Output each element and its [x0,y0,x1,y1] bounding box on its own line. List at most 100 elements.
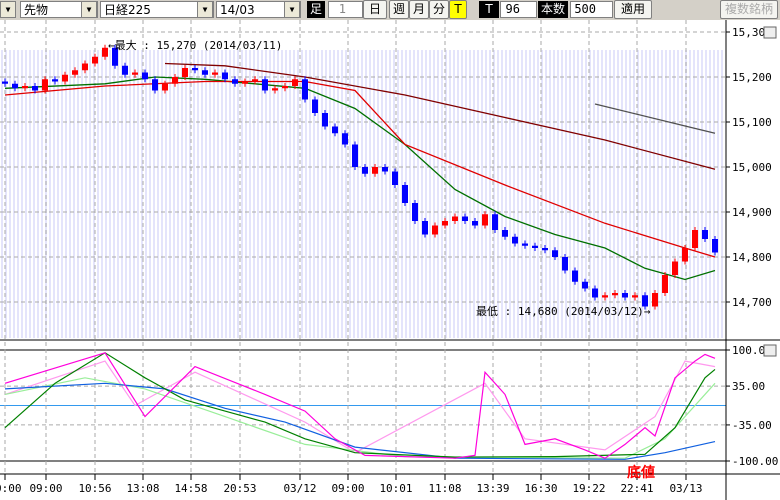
bar-label: 足 [307,1,325,18]
osc-tick-label: -35.00 [732,419,772,432]
candle [522,243,528,246]
time-tick-label: 20:53 [223,482,256,495]
dropdown-arrow-icon[interactable]: ▼ [0,1,16,18]
candle [712,239,718,253]
candle [302,79,308,100]
osc-pane-menu-button[interactable] [763,344,777,357]
osc-tick-label: 35.00 [732,380,765,393]
candle [702,230,708,239]
candle [82,63,88,71]
candle [622,293,628,298]
market-select[interactable]: 先物 [20,1,98,18]
time-tick-label: 11:08 [428,482,461,495]
candle [492,214,498,230]
moving-average-line [164,62,716,170]
candle [642,295,648,307]
price-tick-label: 14,700 [732,296,772,309]
bottom-annotation: 底値 [627,464,655,481]
multi-symbol-button[interactable]: 複数銘柄 [720,0,778,19]
time-tick-label: 22:41 [620,482,653,495]
bar-count-spinner[interactable]: 1 [328,1,363,18]
background-top [0,20,726,50]
candle [52,79,58,82]
candle [452,216,458,221]
candle [482,214,488,226]
candle [462,216,468,221]
candle [162,83,168,91]
candle [422,221,428,235]
candle [612,293,618,296]
candle [332,126,338,134]
contract-select[interactable]: 14/03 [216,1,301,18]
minute-button[interactable]: 分 [429,0,449,19]
time-tick-label: 10:56 [78,482,111,495]
tick-button[interactable]: T [449,0,467,19]
time-tick-label: 09:00 [331,482,364,495]
count-spinner[interactable]: 500 [570,1,613,18]
osc-tick-label: -100.00 [732,455,778,468]
candle [562,257,568,271]
instrument-select[interactable]: 日経225 [100,1,214,18]
apply-button[interactable]: 適用 [614,0,652,19]
t-label: T [479,1,499,18]
candle [102,47,108,57]
candle [242,81,248,84]
day-button[interactable]: 日 [363,0,387,19]
time-tick-label: 14:58 [174,482,207,495]
max-annotation: ←最大 : 15,270 (2014/03/11) [108,38,282,52]
price-tick-label: 14,800 [732,251,772,264]
candle [202,70,208,75]
candle [172,77,178,84]
count-label: 本数 [538,1,568,18]
candle [312,99,318,113]
month-button[interactable]: 月 [409,0,429,19]
candle [362,167,368,174]
candle [552,250,558,257]
price-tick-label: 15,300 [732,26,772,39]
t-value-spinner[interactable]: 96 [500,1,537,18]
candle [662,275,668,293]
time-tick-label: 16:30 [524,482,557,495]
candle [672,261,678,275]
price-tick-label: 15,000 [732,161,772,174]
market-dropdown-icon[interactable]: ▼ [81,1,97,18]
candle [262,79,268,91]
candle [582,281,588,289]
price-pane-menu-button[interactable] [763,26,777,39]
candle [42,79,48,91]
week-button[interactable]: 週 [389,0,409,19]
candle [182,68,188,77]
candle [92,56,98,64]
candle [22,86,28,89]
oscillator-line [4,360,716,454]
time-tick-label: 13:39 [476,482,509,495]
candle [692,230,698,248]
time-tick-label: 09:00 [29,482,62,495]
time-tick-label: 00:00 [0,482,22,495]
candle [232,79,238,84]
candle [382,167,388,172]
candle [442,221,448,226]
candle [62,74,68,82]
candle [142,72,148,80]
candle [472,221,478,226]
candle [342,133,348,145]
instrument-dropdown-icon[interactable]: ▼ [197,1,213,18]
time-tick-label: 03/13 [669,482,702,495]
contract-dropdown-icon[interactable]: ▼ [284,1,300,18]
candle [12,83,18,89]
candle [2,81,8,84]
oscillator-line [4,352,716,458]
moving-average-line [594,103,716,134]
time-tick-label: 10:01 [379,482,412,495]
candle [212,72,218,75]
candle [322,113,328,127]
oscillator-line [4,377,716,459]
min-annotation: 最低 : 14,680 (2014/03/12)→ [476,305,651,318]
candle [252,79,258,82]
oscillator-line [4,352,716,459]
candle [122,65,128,75]
candle [132,72,138,75]
candle [412,203,418,221]
oscillator-line [4,382,716,460]
